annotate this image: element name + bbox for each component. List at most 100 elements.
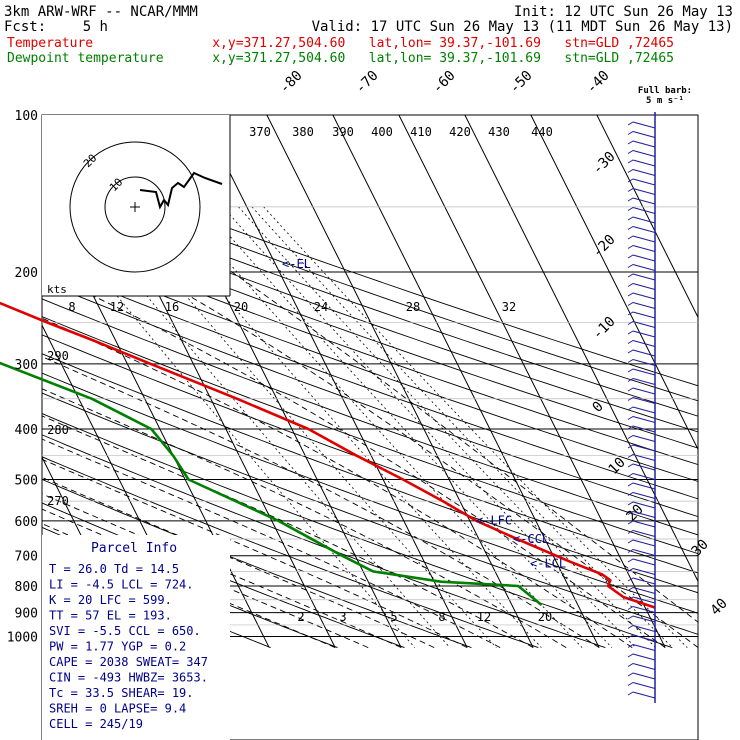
wind-barb <box>627 691 656 699</box>
isotherm-label: -50 <box>507 68 536 97</box>
wind-barb <box>627 472 656 480</box>
mixing-ratio-label: 2 <box>297 610 304 624</box>
dry-adiabat-line <box>42 171 698 402</box>
parcel-info-row: CELL = 245/19 <box>49 717 143 731</box>
wind-barb <box>627 577 656 585</box>
wind-barb <box>627 529 656 537</box>
barb-legend-title: Full barb: <box>638 86 692 96</box>
wind-barb <box>627 377 656 385</box>
wind-barb <box>627 510 656 518</box>
parcel-info-row: K = 20 LFC = 599. <box>49 593 172 607</box>
wind-barb <box>627 605 656 613</box>
isotherm-label: 40 <box>708 596 731 619</box>
pressure-tick-label: 800 <box>15 580 38 595</box>
isotherm-label: -40 <box>584 68 613 97</box>
wind-barb <box>627 206 656 214</box>
wind-barb <box>627 482 656 490</box>
wind-barb <box>627 662 656 670</box>
wind-barb <box>627 197 656 205</box>
parcel-info-row: SREH = 0 LAPSE= 9.4 <box>49 702 186 716</box>
isotherm-line <box>596 115 698 319</box>
pressure-tick-label: 900 <box>15 607 38 622</box>
wind-barb <box>627 254 656 262</box>
theta-label: 370 <box>249 125 271 139</box>
wind-barb <box>627 330 656 338</box>
pressure-tick-label: 600 <box>15 515 38 530</box>
dewpoint-legend-name: Dewpoint temperature <box>7 51 164 66</box>
wind-barb <box>627 282 656 290</box>
mixing-ratio-label: 32 <box>502 300 516 314</box>
wind-barb <box>627 358 656 366</box>
dewpoint-trace <box>0 361 543 607</box>
parcel-info-row: PW = 1.77 YGP = 0.2 <box>49 640 186 654</box>
dry-adiabat-line <box>42 502 405 649</box>
mixing-ratio-label: 8 <box>438 610 445 624</box>
wind-barb <box>627 387 656 395</box>
level-annotation: <-CCL <box>513 532 549 546</box>
barb-legend-unit: 5 m s⁻¹ <box>646 96 684 106</box>
pressure-tick-label: 300 <box>15 358 38 373</box>
dry-adiabat-line <box>42 185 698 417</box>
wind-barb <box>627 672 656 680</box>
dry-adiabat-line <box>42 264 698 500</box>
parcel-info-row: CIN = -493 HWBZ= 3653. <box>49 671 208 685</box>
wind-barb <box>627 624 656 632</box>
wind-barb <box>627 406 656 414</box>
mixing-ratio-label: 24 <box>314 300 328 314</box>
wind-barb <box>627 453 656 461</box>
wind-barb <box>627 168 656 176</box>
isotherm-line <box>266 115 534 648</box>
wind-barb <box>627 558 656 566</box>
pressure-tick-label: 100 <box>15 109 38 124</box>
dry-adiabat-line <box>42 413 673 649</box>
mixing-ratio-label: 28 <box>406 300 420 314</box>
parcel-info-row: CAPE = 2038 SWEAT= 347 <box>49 655 208 669</box>
dry-adiabat-line <box>42 231 698 466</box>
isotherm-line <box>464 115 698 583</box>
header: 3km ARW-WRF -- NCAR/MMM Init: 12 UTC Sun… <box>4 4 733 35</box>
wind-barb <box>627 444 656 452</box>
wind-barb <box>627 653 656 661</box>
temperature-trace <box>0 301 656 609</box>
hodograph-background <box>42 115 230 296</box>
dry-adiabat-line <box>42 281 698 518</box>
isotherm-label: -20 <box>590 232 619 261</box>
valid-time: Valid: 17 UTC Sun 26 May 13 (11 MDT Sun … <box>312 19 733 35</box>
theta-label: 270 <box>47 494 69 508</box>
hodograph-units: kts <box>47 283 67 296</box>
theta-label: 400 <box>371 125 393 139</box>
isotherm-label: 0 <box>590 399 607 416</box>
wind-barb <box>627 491 656 499</box>
level-annotation: <-LCL <box>530 556 566 570</box>
mixing-ratio-label: 8 <box>68 300 75 314</box>
wind-barb <box>627 539 656 547</box>
dry-adiabat-line <box>42 247 698 482</box>
mixing-ratio-label: 20 <box>538 610 552 624</box>
forecast-hours: 5 h <box>83 19 108 35</box>
wind-barb <box>627 187 656 195</box>
hodograph-trace <box>139 171 223 210</box>
dewpoint-legend-info: x,y=371.27,504.60 lat,lon= 39.37,-101.69… <box>212 51 674 66</box>
wind-barb <box>627 320 656 328</box>
isotherm-line <box>398 115 666 648</box>
wind-barb <box>627 178 656 186</box>
wind-barb <box>627 567 656 575</box>
isotherm-label: -10 <box>590 314 619 343</box>
mixing-ratio-label: 12 <box>110 300 124 314</box>
wind-barb <box>627 349 656 357</box>
isotherm-label: 30 <box>689 537 712 560</box>
forecast-label: Fcst: <box>4 19 46 35</box>
parcel-info-title: Parcel Info <box>91 541 177 556</box>
mixing-ratio-label: 12 <box>477 610 491 624</box>
mixing-ratio-label: 20 <box>234 300 248 314</box>
dry-adiabat-line <box>42 434 606 649</box>
wind-barb <box>627 520 656 528</box>
wind-barb <box>627 396 656 404</box>
wind-barb <box>627 225 656 233</box>
dry-adiabat-line <box>42 478 472 649</box>
isotherm-line <box>0 115 5 648</box>
temperature-legend-name: Temperature <box>7 36 93 51</box>
init-time: Init: 12 UTC Sun 26 May 13 <box>514 4 733 20</box>
level-annotation: <-EL <box>282 257 311 271</box>
